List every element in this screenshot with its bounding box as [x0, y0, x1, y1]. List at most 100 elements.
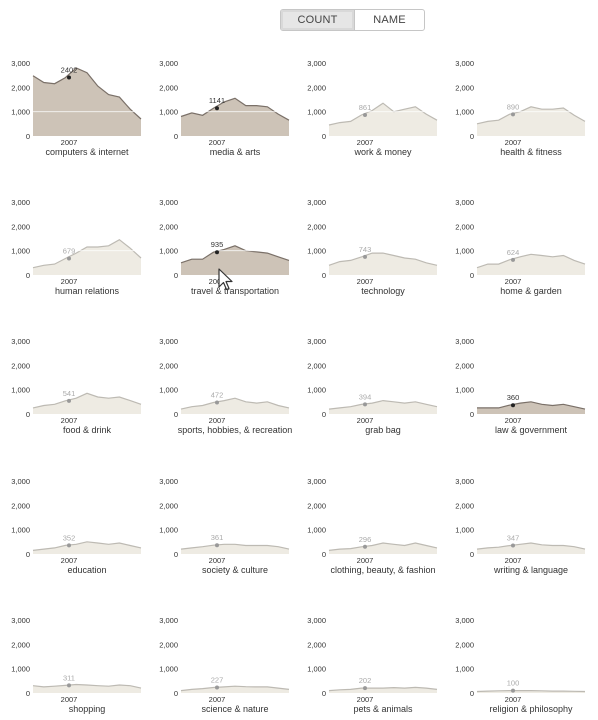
- data-label: 352: [63, 533, 76, 542]
- y-tick-label: 0: [174, 132, 178, 141]
- y-tick-label: 2,000: [11, 501, 30, 510]
- y-tick-label: 0: [26, 410, 30, 419]
- y-tick-label: 0: [174, 410, 178, 419]
- y-tick-label: 3,000: [11, 59, 30, 68]
- area-series: [33, 393, 141, 414]
- y-tick-label: 2,000: [307, 501, 326, 510]
- area-series: [33, 239, 141, 275]
- y-tick-label: 1,000: [307, 665, 326, 674]
- y-tick-label: 2,000: [159, 501, 178, 510]
- series-line: [32, 67, 142, 120]
- panel-title: pets & animals: [353, 704, 413, 714]
- area-series: [181, 544, 289, 554]
- y-tick-label: 1,000: [159, 247, 178, 256]
- area-series: [329, 400, 437, 414]
- y-tick-label: 2,000: [11, 222, 30, 231]
- data-label: 935: [211, 240, 224, 249]
- area-series: [181, 398, 289, 414]
- y-tick-label: 3,000: [11, 477, 30, 486]
- area-series: [329, 543, 437, 554]
- y-tick-label: 2,000: [11, 83, 30, 92]
- x-tick-label: 2007: [357, 277, 374, 286]
- y-tick-label: 3,000: [159, 198, 178, 207]
- series-line: [180, 245, 290, 264]
- series-line: [32, 541, 142, 551]
- area-series: [181, 98, 289, 136]
- y-tick-label: 3,000: [455, 198, 474, 207]
- data-label: 472: [211, 391, 224, 400]
- y-tick-label: 2,000: [307, 640, 326, 649]
- x-tick-label: 2007: [209, 556, 226, 565]
- panel-title: travel & transportation: [191, 286, 279, 296]
- panel-title: writing & language: [493, 565, 568, 575]
- data-label: 311: [63, 673, 75, 682]
- y-tick-label: 1,000: [159, 386, 178, 395]
- count-sort-button[interactable]: COUNT: [281, 10, 354, 30]
- x-tick-label: 2007: [61, 277, 78, 286]
- data-point-marker: [363, 402, 367, 407]
- area-series: [181, 686, 289, 693]
- series-line: [32, 392, 142, 409]
- data-label: 679: [63, 246, 76, 255]
- series-line: [328, 399, 438, 410]
- data-label: 394: [359, 392, 372, 401]
- y-tick-label: 1,000: [11, 247, 30, 256]
- data-point-marker: [215, 250, 219, 255]
- data-point-marker: [67, 683, 71, 688]
- area-series: [33, 67, 141, 136]
- y-tick-label: 3,000: [159, 616, 178, 625]
- y-tick-label: 3,000: [455, 59, 474, 68]
- data-point-marker: [67, 543, 71, 548]
- y-tick-label: 2,000: [455, 501, 474, 510]
- panel-title: grab bag: [365, 425, 401, 435]
- series-line: [328, 252, 438, 266]
- series-line: [32, 238, 142, 269]
- y-tick-label: 0: [470, 410, 474, 419]
- x-tick-label: 2007: [357, 556, 374, 565]
- data-label: 2402: [61, 66, 78, 75]
- y-tick-label: 2,000: [307, 361, 326, 370]
- data-label: 347: [507, 534, 520, 543]
- series-line: [476, 690, 586, 693]
- y-tick-label: 0: [470, 689, 474, 698]
- panel-title: science & nature: [201, 704, 268, 714]
- panel-title: clothing, beauty, & fashion: [331, 565, 436, 575]
- x-tick-label: 2007: [505, 138, 522, 147]
- area-series: [329, 103, 437, 136]
- y-tick-label: 1,000: [159, 526, 178, 535]
- y-tick-label: 0: [322, 132, 326, 141]
- y-tick-label: 2,000: [159, 222, 178, 231]
- x-tick-label: 2007: [61, 556, 78, 565]
- panel-title: technology: [361, 286, 405, 296]
- data-point-marker: [511, 688, 515, 693]
- x-tick-label: 2007: [61, 695, 78, 704]
- y-tick-label: 2,000: [455, 361, 474, 370]
- data-point-marker: [67, 75, 71, 80]
- x-tick-label: 2007: [357, 138, 374, 147]
- y-tick-label: 1,000: [11, 526, 30, 535]
- y-tick-label: 0: [174, 271, 178, 280]
- area-series: [477, 543, 585, 554]
- y-tick-label: 3,000: [307, 477, 326, 486]
- panel-title: human relations: [55, 286, 120, 296]
- area-series: [477, 254, 585, 275]
- series-line: [180, 685, 290, 692]
- panel-title: shopping: [69, 704, 106, 714]
- y-tick-label: 2,000: [455, 222, 474, 231]
- series-line: [476, 253, 586, 269]
- name-sort-button[interactable]: NAME: [354, 10, 424, 30]
- series-line: [180, 97, 290, 121]
- data-point-marker: [67, 398, 71, 403]
- x-tick-label: 2007: [505, 556, 522, 565]
- series-line: [180, 397, 290, 410]
- y-tick-label: 1,000: [455, 526, 474, 535]
